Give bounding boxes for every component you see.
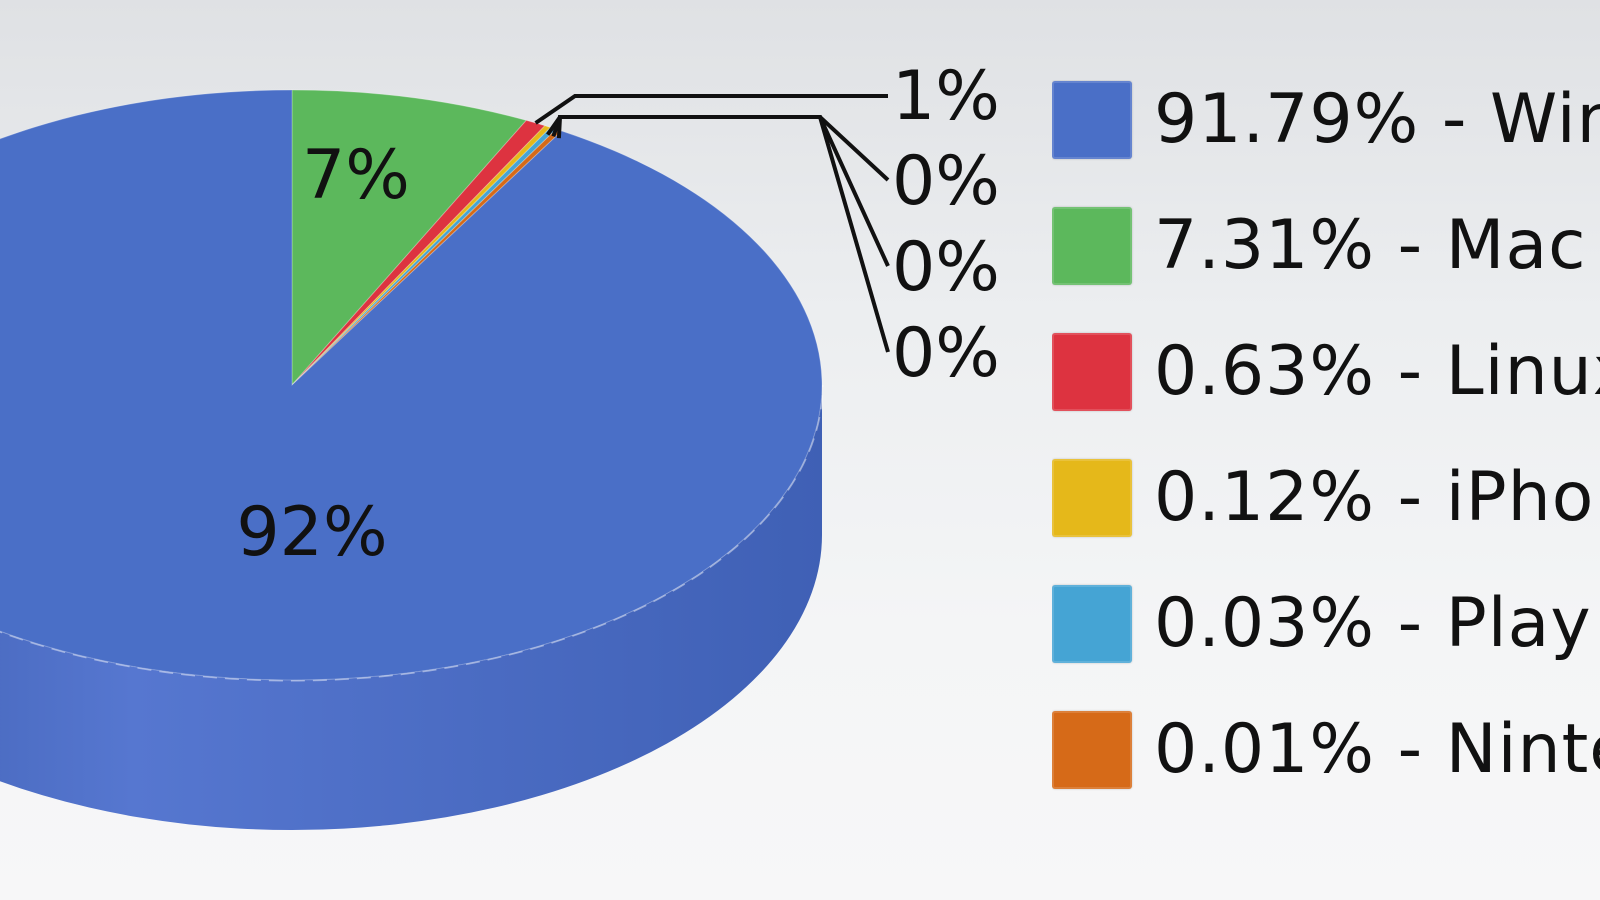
pie-side-face (0, 385, 822, 830)
legend-swatch (1052, 81, 1132, 159)
legend-item: 7.31% - Mac (1052, 206, 1600, 286)
pie-slices (0, 89, 823, 681)
legend-item: 0.63% - Linux (1052, 332, 1600, 412)
leader-line (534, 94, 888, 125)
legend-label: 0.12% - iPhon (1154, 458, 1600, 537)
label-small: 0% (892, 142, 1000, 221)
pie-chart: 92%7%1%0%0%0% (0, 57, 1000, 830)
legend-swatch (1052, 711, 1132, 789)
label-small: 1% (892, 57, 1000, 136)
legend-item: 0.01% - Ninte (1052, 710, 1600, 790)
legend-item: 91.79% - Win (1052, 80, 1600, 160)
label-mac: 7% (302, 136, 410, 215)
leader-line (556, 115, 890, 353)
legend-swatch (1052, 585, 1132, 663)
legend-label: 0.63% - Linux (1154, 332, 1600, 411)
slice-labels: 92%7%1%0%0%0% (236, 57, 1000, 572)
leader-lines (534, 94, 890, 353)
legend-swatch (1052, 459, 1132, 537)
label-small: 0% (892, 228, 1000, 307)
legend-label: 0.03% - Play (1154, 584, 1592, 663)
legend-item: 0.12% - iPhon (1052, 458, 1600, 538)
label-win: 92% (236, 493, 387, 572)
legend-label: 91.79% - Win (1154, 80, 1600, 159)
legend-label: 0.01% - Ninte (1154, 710, 1600, 789)
legend-swatch (1052, 207, 1132, 285)
legend: 91.79% - Win 7.31% - Mac 0.63% - Linux 0.12… (1052, 80, 1600, 836)
legend-label: 7.31% - Mac (1154, 206, 1587, 285)
slice-mac (291, 89, 528, 387)
legend-swatch (1052, 333, 1132, 411)
label-small: 0% (892, 314, 1000, 393)
slice-win (0, 89, 823, 681)
legend-item: 0.03% - Play (1052, 584, 1600, 664)
